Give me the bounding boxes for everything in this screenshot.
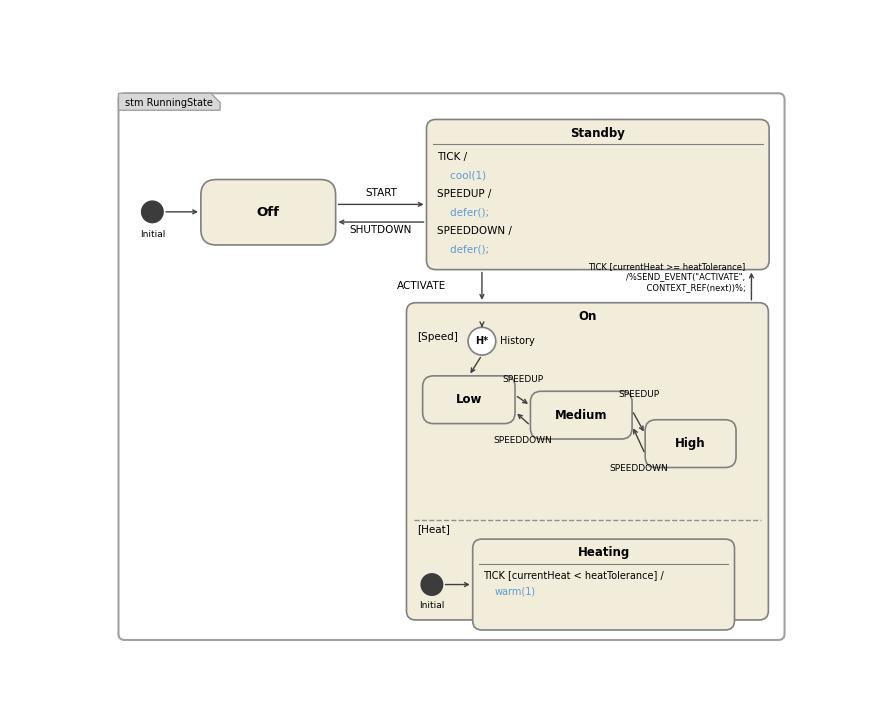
FancyBboxPatch shape: [201, 179, 336, 245]
Text: warm(1): warm(1): [494, 587, 536, 597]
Text: defer();: defer();: [437, 244, 489, 254]
Text: History: History: [500, 336, 535, 346]
Text: Heating: Heating: [577, 547, 630, 560]
Text: High: High: [675, 437, 706, 450]
Circle shape: [142, 201, 163, 223]
FancyBboxPatch shape: [530, 391, 632, 439]
Text: On: On: [578, 310, 596, 323]
Text: Low: Low: [455, 393, 482, 407]
Polygon shape: [118, 93, 220, 110]
FancyBboxPatch shape: [426, 120, 769, 269]
Text: cool(1): cool(1): [437, 171, 486, 180]
Text: TICK [currentHeat < heatTolerance] /: TICK [currentHeat < heatTolerance] /: [484, 570, 664, 580]
Circle shape: [468, 327, 496, 355]
Text: Off: Off: [256, 205, 280, 219]
Text: SPEEDUP /: SPEEDUP /: [437, 189, 492, 199]
Text: ACTIVATE: ACTIVATE: [397, 281, 447, 291]
Text: [Heat]: [Heat]: [418, 524, 450, 534]
Text: SPEEDDOWN /: SPEEDDOWN /: [437, 226, 512, 236]
Text: SPEEDDOWN: SPEEDDOWN: [493, 436, 552, 446]
FancyBboxPatch shape: [406, 303, 768, 620]
Text: TICK [currentHeat >= heatTolerance]
/%SEND_EVENT("ACTIVATE",
    CONTEXT_REF(nex: TICK [currentHeat >= heatTolerance] /%SE…: [588, 262, 745, 292]
Text: Initial: Initial: [419, 601, 445, 611]
Circle shape: [421, 574, 442, 595]
Text: H*: H*: [476, 336, 488, 346]
FancyBboxPatch shape: [473, 539, 735, 630]
Text: [Speed]: [Speed]: [418, 332, 458, 342]
Text: TICK /: TICK /: [437, 152, 468, 162]
Text: SPEEDDOWN: SPEEDDOWN: [610, 463, 668, 473]
FancyBboxPatch shape: [645, 420, 736, 468]
Text: SPEEDUP: SPEEDUP: [502, 375, 544, 384]
Text: Medium: Medium: [555, 409, 608, 422]
FancyBboxPatch shape: [423, 376, 515, 423]
Text: Initial: Initial: [140, 230, 165, 240]
Text: SHUTDOWN: SHUTDOWN: [350, 225, 412, 235]
FancyBboxPatch shape: [118, 93, 785, 640]
Text: defer();: defer();: [437, 207, 489, 217]
Text: START: START: [365, 188, 397, 198]
Text: Standby: Standby: [570, 127, 626, 140]
Text: SPEEDUP: SPEEDUP: [618, 391, 659, 399]
Text: stm RunningState: stm RunningState: [124, 97, 212, 107]
